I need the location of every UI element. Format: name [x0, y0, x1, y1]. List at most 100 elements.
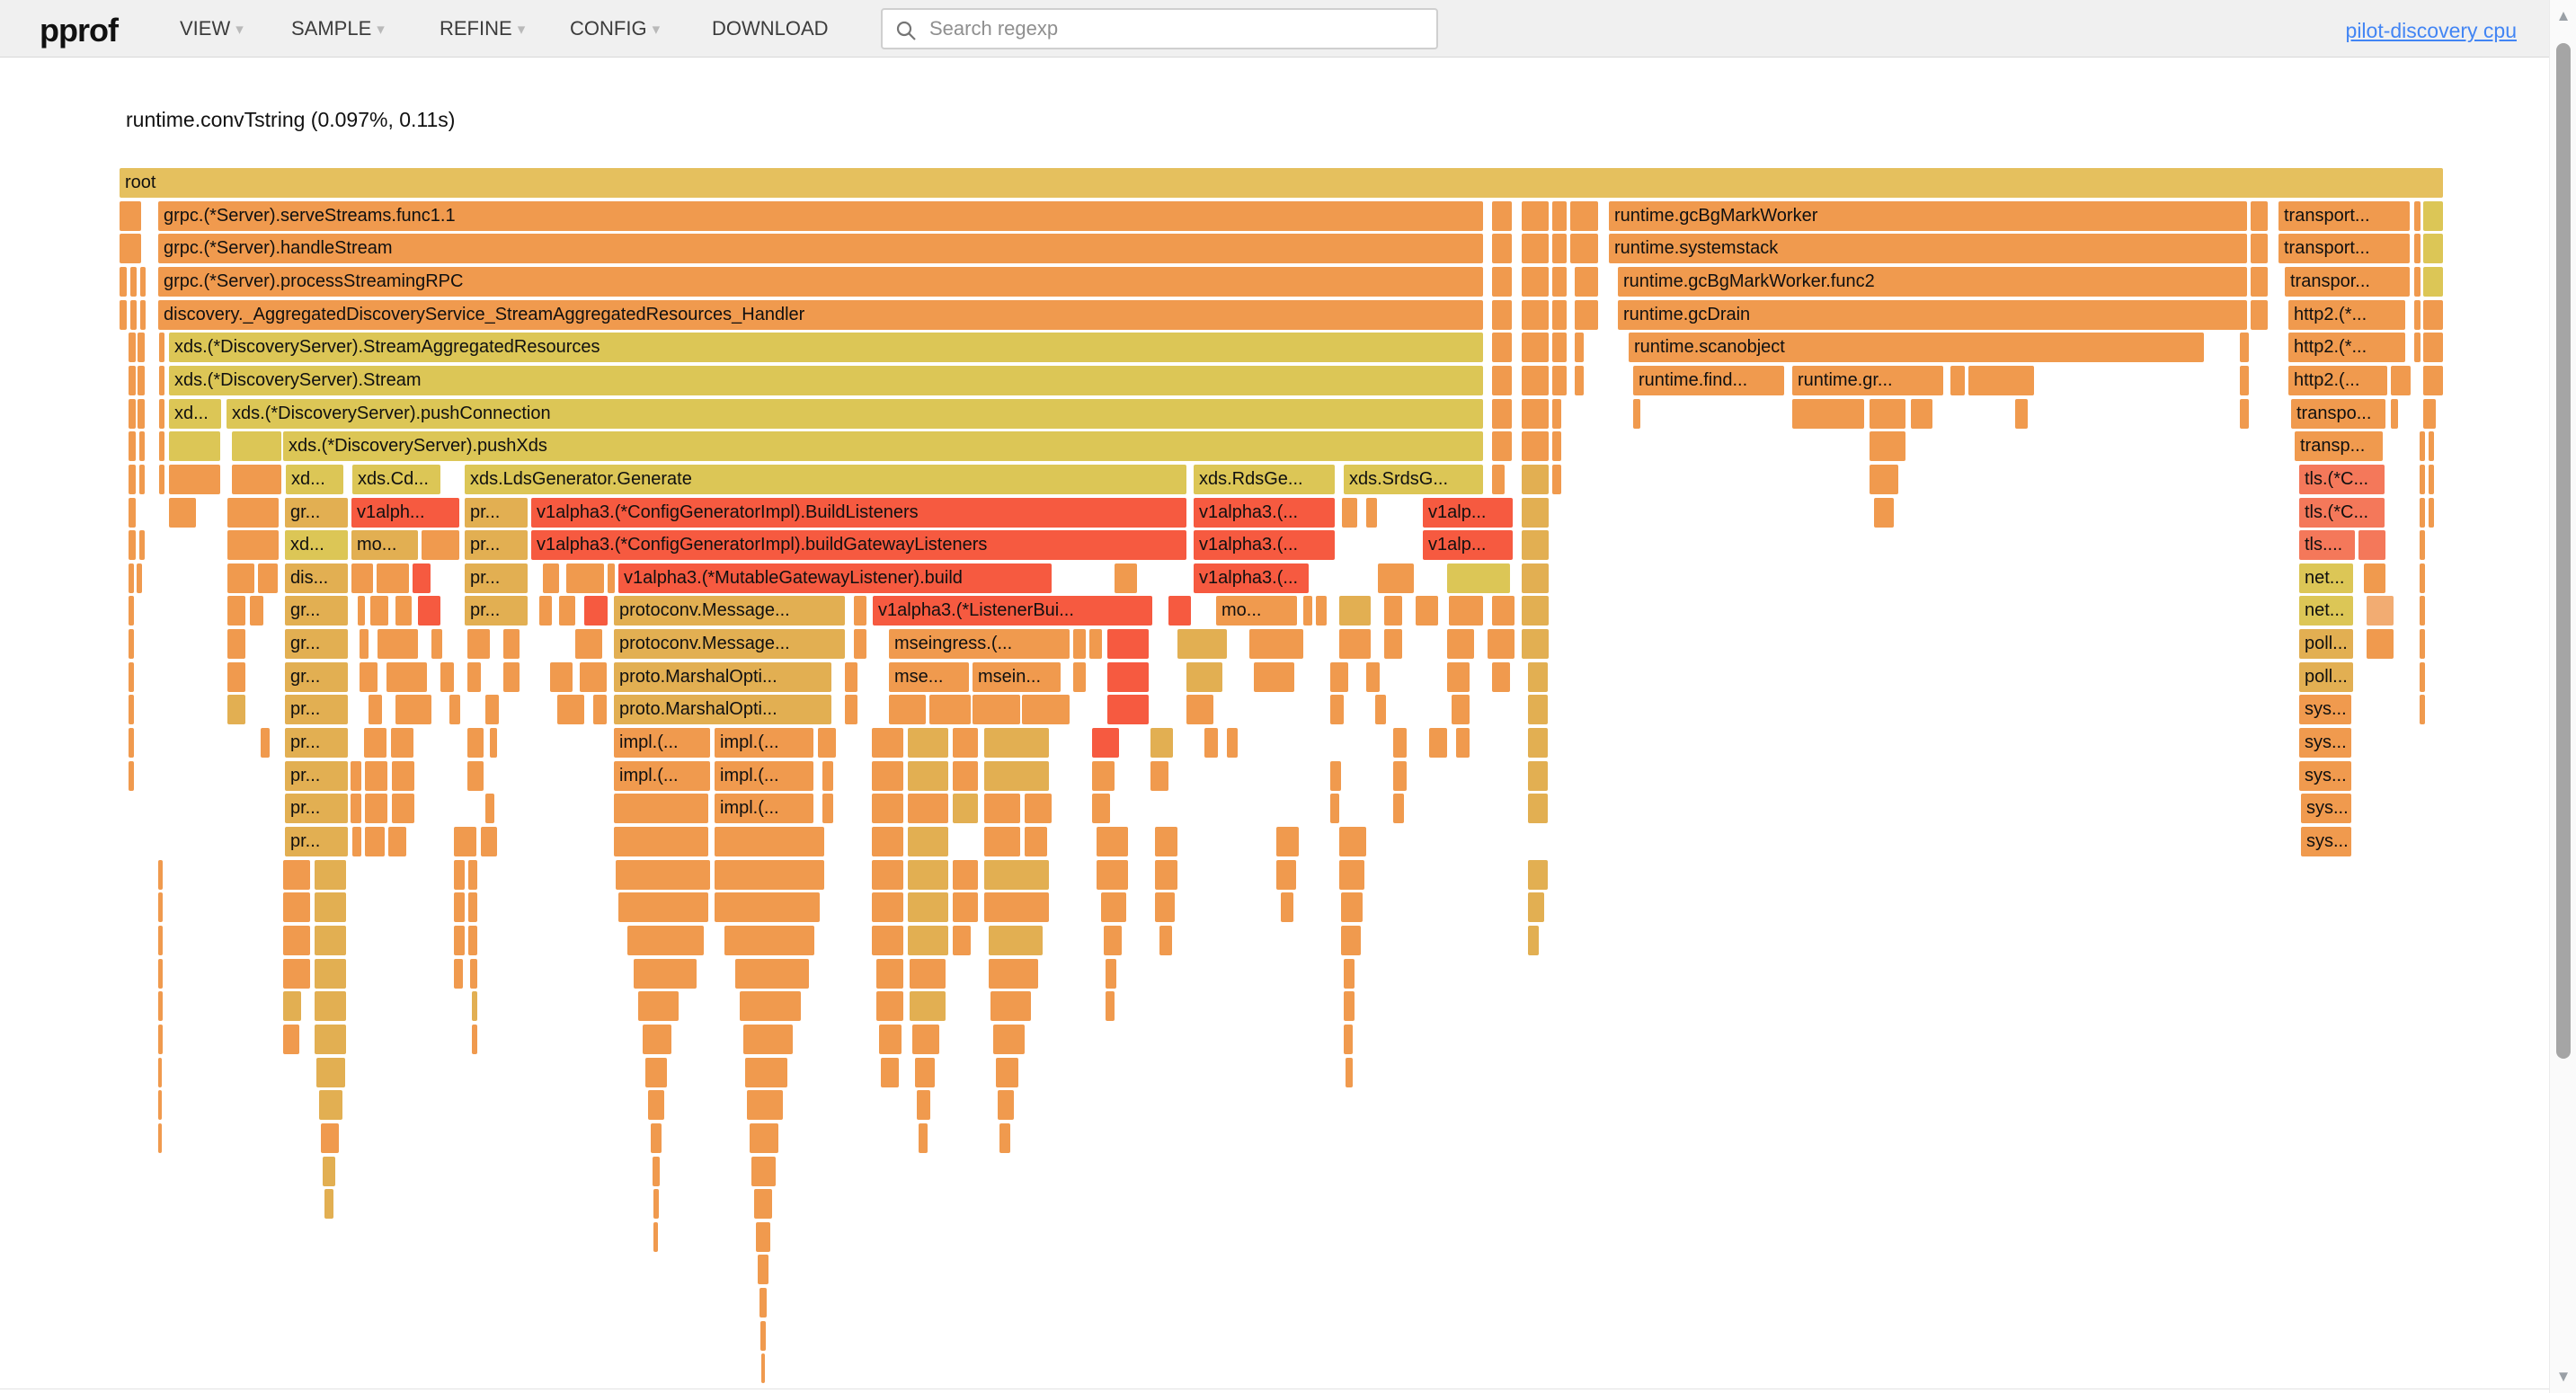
flame-box[interactable]	[908, 925, 948, 955]
flame-box[interactable]: xd...	[286, 464, 343, 494]
flame-box[interactable]	[2251, 234, 2268, 264]
flame-box[interactable]	[1339, 596, 1371, 626]
flame-box[interactable]	[129, 728, 134, 759]
flame-box[interactable]: runtime.scanobject	[1629, 333, 2204, 363]
flame-box[interactable]	[386, 661, 427, 692]
flame-box[interactable]	[1522, 629, 1549, 660]
flame-box[interactable]: gr...	[285, 596, 348, 626]
flame-box[interactable]	[2414, 299, 2421, 330]
flame-box[interactable]	[1106, 958, 1116, 989]
flame-box[interactable]	[454, 892, 465, 923]
flame-box[interactable]	[854, 596, 866, 626]
flame-box[interactable]	[467, 728, 484, 759]
flame-box[interactable]	[158, 925, 163, 955]
flame-box[interactable]: transport...	[2278, 234, 2410, 264]
flame-box[interactable]	[1522, 266, 1549, 297]
flame-box[interactable]	[1393, 794, 1404, 824]
flame-box[interactable]	[1492, 234, 1512, 264]
flame-box[interactable]	[854, 629, 866, 660]
flame-box[interactable]	[1344, 958, 1355, 989]
flame-box[interactable]	[953, 892, 978, 923]
flame-box[interactable]: xds.LdsGenerator.Generate	[465, 464, 1186, 494]
flame-box[interactable]: transpor...	[2285, 266, 2410, 297]
flame-box[interactable]	[908, 859, 948, 890]
flame-box[interactable]	[139, 464, 145, 494]
flame-box[interactable]	[2391, 398, 2398, 429]
flame-box[interactable]	[129, 760, 134, 791]
flame-box[interactable]	[1281, 892, 1293, 923]
flame-box[interactable]	[140, 266, 146, 297]
flame-box[interactable]	[1073, 661, 1086, 692]
flame-box[interactable]	[485, 794, 494, 824]
flame-box[interactable]	[651, 1122, 662, 1153]
flame-box[interactable]	[315, 892, 346, 923]
flame-box[interactable]	[1522, 563, 1549, 593]
flame-box[interactable]	[1115, 563, 1137, 593]
flame-box[interactable]	[392, 794, 414, 824]
flame-box[interactable]	[360, 661, 378, 692]
flame-box[interactable]	[1073, 629, 1086, 660]
flame-box[interactable]	[1492, 431, 1512, 462]
flame-box[interactable]	[1339, 629, 1371, 660]
flame-box[interactable]	[2423, 299, 2443, 330]
flame-box[interactable]	[1870, 431, 1905, 462]
flame-box[interactable]	[2420, 596, 2425, 626]
flame-box[interactable]	[822, 794, 833, 824]
flame-box[interactable]	[1384, 629, 1402, 660]
flame-box[interactable]	[2420, 661, 2425, 692]
flame-box[interactable]	[365, 760, 387, 791]
flame-box[interactable]	[758, 1255, 768, 1285]
profile-link[interactable]: pilot-discovery cpu	[2345, 19, 2517, 42]
flame-box[interactable]	[1552, 464, 1561, 494]
flame-box[interactable]	[953, 760, 978, 791]
flame-box[interactable]: proto.MarshalOpti...	[614, 661, 831, 692]
flame-box[interactable]	[1968, 365, 2034, 395]
flame-box[interactable]: impl.(...	[715, 794, 813, 824]
flame-box[interactable]	[129, 497, 136, 528]
flame-box[interactable]	[1330, 794, 1339, 824]
flame-box[interactable]: xds.(*DiscoveryServer).pushConnection	[227, 398, 1483, 429]
flame-box[interactable]: http2.(*...	[2288, 299, 2405, 330]
flame-box[interactable]: http2.(*...	[2288, 333, 2405, 363]
flame-box[interactable]	[2423, 266, 2443, 297]
flame-box[interactable]	[575, 629, 602, 660]
flame-box[interactable]	[872, 892, 903, 923]
flame-box[interactable]	[1552, 299, 1567, 330]
flame-box[interactable]: impl.(...	[715, 728, 813, 759]
flame-box[interactable]: net...	[2299, 563, 2353, 593]
flame-box[interactable]	[129, 365, 136, 395]
flame-box[interactable]	[358, 596, 365, 626]
flame-box[interactable]	[1186, 695, 1213, 725]
flame-box[interactable]	[984, 892, 1049, 923]
flame-box[interactable]: pr...	[465, 563, 528, 593]
flame-box[interactable]	[138, 333, 145, 363]
flame-box[interactable]	[315, 991, 346, 1022]
flame-box[interactable]: pr...	[285, 827, 348, 856]
flame-box[interactable]: mseingress.(...	[889, 629, 1070, 660]
flame-box[interactable]	[1276, 859, 1296, 890]
flame-box[interactable]	[1384, 596, 1402, 626]
flame-box[interactable]	[919, 1122, 928, 1153]
flame-box[interactable]	[1522, 596, 1549, 626]
flame-box[interactable]	[1393, 728, 1407, 759]
flame-box[interactable]	[316, 1057, 345, 1087]
flame-box[interactable]	[747, 1090, 783, 1121]
flame-box[interactable]: runtime.systemstack	[1609, 234, 2247, 264]
flame-box[interactable]	[2429, 497, 2434, 528]
flame-box[interactable]	[2420, 695, 2425, 725]
flame-box[interactable]	[1025, 794, 1052, 824]
flame-box[interactable]	[614, 827, 708, 856]
flame-box[interactable]	[364, 728, 386, 759]
flame-box[interactable]: discovery._AggregatedDiscoveryService_St…	[158, 299, 1483, 330]
flame-box[interactable]	[468, 892, 477, 923]
flame-box[interactable]	[481, 827, 497, 856]
flame-box[interactable]	[1522, 365, 1549, 395]
flame-box[interactable]	[845, 661, 857, 692]
flame-box[interactable]	[822, 760, 833, 791]
flame-box[interactable]	[1366, 661, 1380, 692]
flame-box[interactable]	[984, 827, 1020, 856]
flame-box[interactable]	[158, 892, 163, 923]
flame-box[interactable]	[137, 563, 142, 593]
flame-box[interactable]	[818, 728, 836, 759]
flame-box[interactable]	[2391, 365, 2411, 395]
